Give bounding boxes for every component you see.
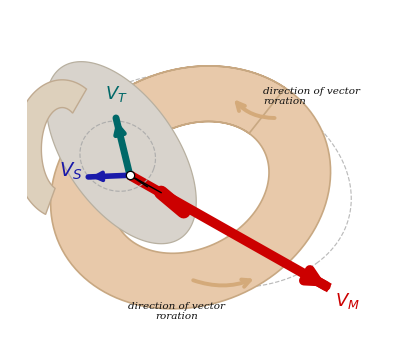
Text: direction of vector
roration: direction of vector roration xyxy=(263,87,360,106)
Polygon shape xyxy=(46,62,196,244)
Polygon shape xyxy=(14,80,86,214)
Text: direction of vector
roration: direction of vector roration xyxy=(128,302,225,321)
Text: $\mathit{V}_{\mathit{T}}$: $\mathit{V}_{\mathit{T}}$ xyxy=(104,84,127,104)
Text: $\mathit{V}_{\mathit{M}}$: $\mathit{V}_{\mathit{M}}$ xyxy=(334,291,358,312)
Polygon shape xyxy=(51,66,330,309)
Text: $\mathit{V}_{\mathit{S}}$: $\mathit{V}_{\mathit{S}}$ xyxy=(59,161,83,183)
